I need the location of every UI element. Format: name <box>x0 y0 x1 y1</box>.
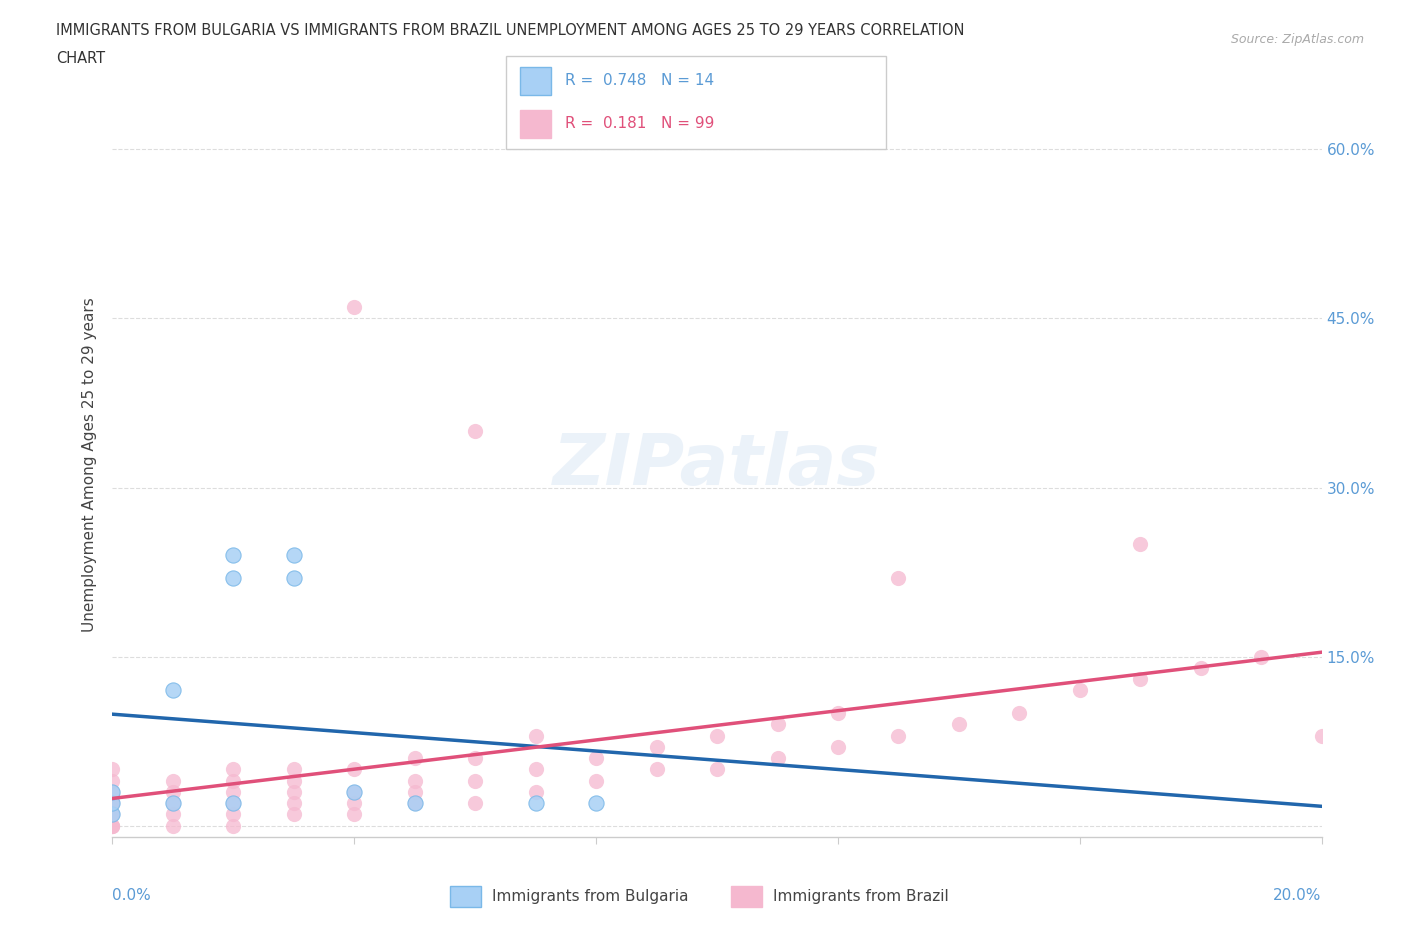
Point <box>948 717 970 732</box>
Point <box>645 762 668 777</box>
Point <box>283 570 305 585</box>
Point <box>283 807 305 822</box>
Point <box>524 762 547 777</box>
Point <box>827 706 849 721</box>
Point <box>162 796 184 811</box>
Point <box>1189 660 1212 675</box>
Point <box>101 818 124 833</box>
Text: 20.0%: 20.0% <box>1274 888 1322 903</box>
Point <box>706 728 728 743</box>
Point <box>827 739 849 754</box>
Point <box>222 762 245 777</box>
Point <box>404 773 426 788</box>
Text: Immigrants from Brazil: Immigrants from Brazil <box>773 889 949 904</box>
Point <box>222 773 245 788</box>
Point <box>404 796 426 811</box>
Point <box>162 683 184 698</box>
Point <box>101 818 124 833</box>
Point <box>222 796 245 811</box>
Point <box>464 751 486 765</box>
Point <box>404 785 426 800</box>
Point <box>464 796 486 811</box>
Text: R =  0.748   N = 14: R = 0.748 N = 14 <box>565 73 714 88</box>
Point <box>1310 728 1333 743</box>
Point <box>645 739 668 754</box>
Point <box>404 751 426 765</box>
Text: R =  0.181   N = 99: R = 0.181 N = 99 <box>565 116 714 131</box>
Text: 0.0%: 0.0% <box>112 888 152 903</box>
Point <box>101 762 124 777</box>
Point <box>585 751 607 765</box>
Point <box>283 773 305 788</box>
Point <box>222 548 245 563</box>
Point <box>101 807 124 822</box>
Point <box>222 570 245 585</box>
Point <box>101 773 124 788</box>
Point <box>162 785 184 800</box>
Point <box>283 785 305 800</box>
Point <box>524 728 547 743</box>
Point <box>585 796 607 811</box>
Point <box>585 773 607 788</box>
Point <box>1008 706 1031 721</box>
Point <box>222 807 245 822</box>
Point <box>766 717 789 732</box>
Text: Source: ZipAtlas.com: Source: ZipAtlas.com <box>1230 33 1364 46</box>
Point <box>283 548 305 563</box>
Point <box>343 785 366 800</box>
Text: ZIPatlas: ZIPatlas <box>554 431 880 499</box>
Point <box>283 762 305 777</box>
Point <box>162 818 184 833</box>
Point <box>524 785 547 800</box>
Point <box>222 796 245 811</box>
Point <box>101 796 124 811</box>
Point <box>706 762 728 777</box>
Point <box>343 796 366 811</box>
Point <box>404 796 426 811</box>
Point <box>222 818 245 833</box>
Point <box>343 785 366 800</box>
Point <box>1129 537 1152 551</box>
Point <box>101 796 124 811</box>
Point <box>1069 683 1091 698</box>
Point <box>343 762 366 777</box>
Y-axis label: Unemployment Among Ages 25 to 29 years: Unemployment Among Ages 25 to 29 years <box>82 298 97 632</box>
Point <box>766 751 789 765</box>
Point <box>343 299 366 314</box>
Point <box>101 818 124 833</box>
Point <box>1250 649 1272 664</box>
Point <box>162 773 184 788</box>
Text: Immigrants from Bulgaria: Immigrants from Bulgaria <box>492 889 689 904</box>
Point <box>101 785 124 800</box>
Point <box>887 728 910 743</box>
Point <box>101 807 124 822</box>
Point <box>101 785 124 800</box>
Point <box>283 796 305 811</box>
Point <box>887 570 910 585</box>
Point <box>101 796 124 811</box>
Point <box>101 807 124 822</box>
Point <box>162 807 184 822</box>
Point <box>1129 671 1152 686</box>
Point <box>524 796 547 811</box>
Point <box>464 424 486 439</box>
Text: IMMIGRANTS FROM BULGARIA VS IMMIGRANTS FROM BRAZIL UNEMPLOYMENT AMONG AGES 25 TO: IMMIGRANTS FROM BULGARIA VS IMMIGRANTS F… <box>56 23 965 38</box>
Point <box>343 807 366 822</box>
Point <box>222 785 245 800</box>
Point <box>464 773 486 788</box>
Point <box>162 796 184 811</box>
Text: CHART: CHART <box>56 51 105 66</box>
